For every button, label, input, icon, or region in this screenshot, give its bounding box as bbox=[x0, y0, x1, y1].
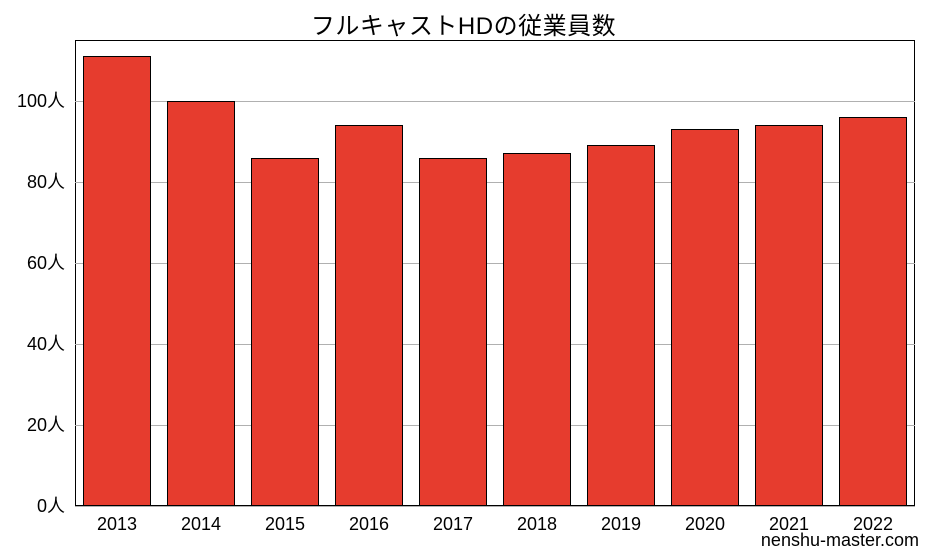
bar bbox=[335, 125, 402, 506]
x-tick-label: 2017 bbox=[433, 514, 473, 535]
x-tick-label: 2015 bbox=[265, 514, 305, 535]
axis-line-left bbox=[75, 40, 76, 506]
axis-line-top bbox=[75, 40, 915, 41]
y-tick-label: 0人 bbox=[0, 497, 65, 515]
bar bbox=[587, 145, 654, 506]
employee-count-chart: フルキャストHDの従業員数 nenshu-master.com 0人20人40人… bbox=[0, 0, 927, 555]
x-tick-label: 2020 bbox=[685, 514, 725, 535]
x-tick-label: 2016 bbox=[349, 514, 389, 535]
bar bbox=[839, 117, 906, 506]
x-tick-label: 2013 bbox=[97, 514, 137, 535]
x-tick-label: 2018 bbox=[517, 514, 557, 535]
gridline bbox=[75, 506, 915, 507]
x-tick-label: 2022 bbox=[853, 514, 893, 535]
bar bbox=[251, 158, 318, 506]
bar bbox=[83, 56, 150, 506]
bar bbox=[419, 158, 486, 506]
x-tick-label: 2021 bbox=[769, 514, 809, 535]
y-tick-label: 80人 bbox=[0, 173, 65, 191]
chart-title: フルキャストHDの従業員数 bbox=[0, 6, 927, 41]
plot-area bbox=[75, 40, 915, 506]
bar bbox=[503, 153, 570, 506]
axis-line-right bbox=[914, 40, 915, 506]
bar bbox=[755, 125, 822, 506]
x-tick-label: 2014 bbox=[181, 514, 221, 535]
y-tick-label: 60人 bbox=[0, 254, 65, 272]
y-tick-label: 100人 bbox=[0, 92, 65, 110]
bar bbox=[671, 129, 738, 506]
x-tick-label: 2019 bbox=[601, 514, 641, 535]
y-tick-label: 20人 bbox=[0, 416, 65, 434]
y-tick-label: 40人 bbox=[0, 335, 65, 353]
bar bbox=[167, 101, 234, 506]
